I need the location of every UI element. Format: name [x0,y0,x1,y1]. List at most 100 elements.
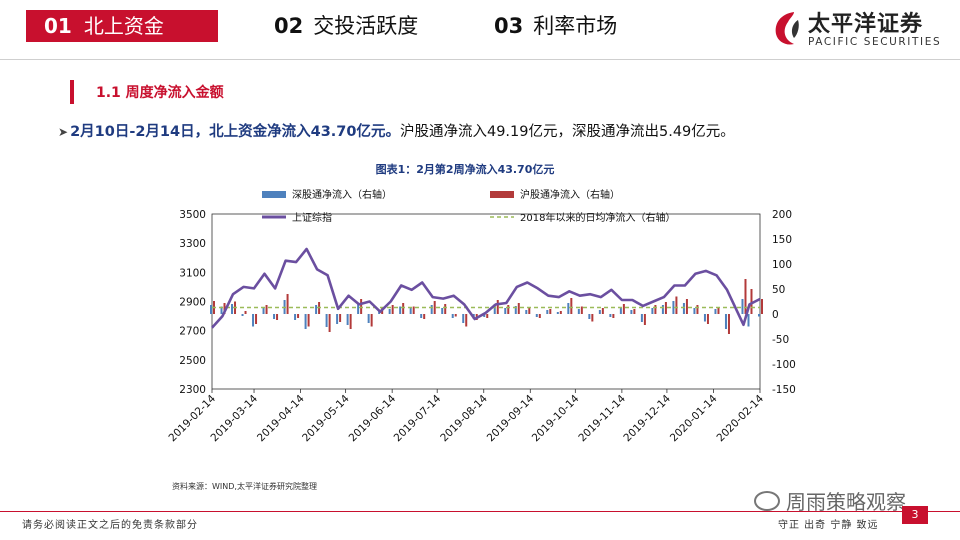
bar-sz [420,314,423,318]
right-tick-label: 50 [772,284,785,296]
logo-text-en: PACIFIC SECURITIES [808,36,942,48]
bar-sh [664,302,667,314]
bar-sh [465,314,468,327]
bar-sh [255,314,258,324]
bar-sh [696,305,699,314]
bar-sz [388,309,391,314]
tab-label: 利率市场 [533,14,618,38]
bar-sh [633,309,636,314]
bar-sz [724,314,727,329]
bar-sz [535,314,538,317]
bar-sz [325,314,328,327]
x-tick-label: 2019-09-14 [485,392,537,444]
bar-sh [328,314,331,332]
bar-sz [367,314,370,323]
bar-sz [682,303,685,314]
left-tick-label: 2300 [179,384,206,396]
summary-highlight: 2月10日-2月14日，北上资金净流入43.70亿元。 [70,124,400,140]
bar-sh [761,299,763,314]
chart-lines [211,247,761,329]
index-line [211,247,761,329]
bar-sz [619,307,622,314]
bar-sh [517,303,520,314]
footer-divider [0,511,960,512]
bar-sz [758,314,760,317]
chart-legend: 深股通净流入（右轴） 沪股通净流入（右轴） 上证综指 2018年以来的日均净流入（右轴… [262,188,675,224]
bar-sh [265,305,268,314]
bar-sz [315,305,318,314]
bar-sh [486,314,489,318]
bar-sz [294,314,297,320]
legend-swatch [490,191,514,198]
legend-swatch [262,191,286,198]
bar-sh [507,305,510,314]
left-tick-label: 2900 [179,297,206,309]
x-tick-label: 2019-04-14 [255,392,307,444]
bar-sz [514,306,517,314]
x-tick-label: 2020-01-14 [668,392,720,444]
tab-north-capital[interactable]: 01 北上资金 [26,10,218,42]
right-tick-label: -100 [772,359,796,371]
header: 01 北上资金 02 交投活跃度 03 利率市场 太平洋证券 PACIFIC SECU… [0,0,960,60]
bar-sh [622,304,625,314]
bar-sh [402,303,405,314]
bar-sz [661,305,664,314]
tab-trading-activity[interactable]: 02 交投活跃度 [274,10,418,42]
bar-sz [483,314,486,317]
bar-sh [297,314,300,318]
bar-sz [220,306,223,314]
bar-sh [654,305,657,314]
bar-sz [462,314,465,323]
bar-sh [496,300,499,314]
wechat-icon [754,491,780,511]
left-tick-label: 3300 [179,238,206,250]
bar-sh [570,298,573,314]
chart-svg: 图表1：2月第2周净流入43.70亿元 深股通净流入（右轴） 沪股通净流入（右轴）… [166,162,795,491]
bar-sh [685,299,688,314]
bar-sz [672,301,675,314]
tab-interest-rate[interactable]: 03 利率市场 [494,10,617,42]
bar-sz [556,312,559,314]
bar-sh [727,314,730,334]
x-tick-label: 2019-08-14 [438,392,490,444]
bar-sh [706,314,709,324]
legend-label: 2018年以来的日均净流入（右轴） [520,211,675,224]
bar-sh [276,314,279,320]
bar-sz [693,308,696,314]
watermark-text: 周雨策略观察 [786,490,906,514]
footer-slogan: 守正 出奇 宁静 致远 [778,520,879,531]
page-number: 3 [902,506,928,524]
bar-sz [241,314,244,316]
summary-rest: 沪股通净流入49.19亿元，深股通净流出5.49亿元。 [399,124,735,140]
watermark: 周雨策略观察 [754,486,906,515]
x-tick-label: 2019-05-14 [300,392,352,444]
header-divider [0,59,960,60]
bar-sh [643,314,646,325]
bar-sz [430,305,433,314]
bar-sh [591,314,594,322]
bar-sz [252,314,255,327]
bar-sz [747,314,750,327]
bar-sh [349,314,352,329]
bar-sh [528,308,531,314]
bar-sz [741,299,744,314]
bar-sh [339,314,342,322]
legend-label: 深股通净流入（右轴） [292,188,392,201]
bar-sh [750,289,753,314]
logo-text-cn: 太平洋证券 [808,12,924,37]
chart-bars [210,279,763,334]
bar-sz [399,306,402,314]
tab-number: 03 [494,14,524,38]
bar-sz [703,314,706,322]
bar-sh [549,309,552,314]
bar-sh [444,304,447,314]
bar-sh [601,308,604,314]
section-marker [70,80,74,104]
chart-axes: 2300 2500 2700 2900 3100 3300 3500 -150 -100 -50 0… [166,209,795,444]
bar-sh [717,307,720,314]
bar-sz [346,314,349,325]
bar-sz [714,309,717,314]
right-tick-label: 100 [772,259,792,271]
bar-sz [504,308,507,314]
bar-sh [744,279,747,314]
